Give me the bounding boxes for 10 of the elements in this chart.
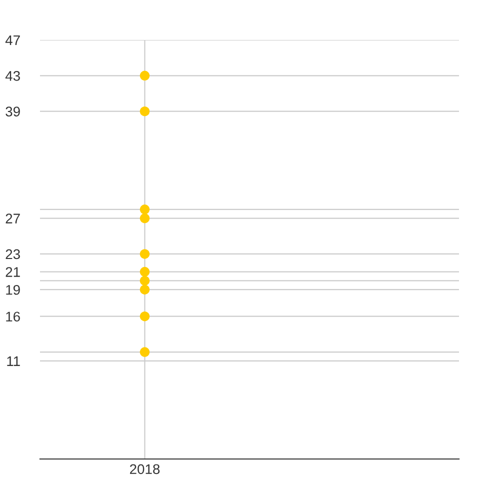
- y-tick-label: 11: [7, 356, 20, 366]
- y-tick-label: 23: [6, 249, 20, 260]
- y-tick-label: 27: [6, 214, 20, 224]
- y-tick-label: 16: [6, 312, 20, 322]
- y-tick-label: 39: [6, 106, 20, 116]
- y-tick-label: 43: [5, 70, 20, 81]
- y-tick-label: 19: [6, 284, 20, 295]
- y-tick-label: 21: [6, 267, 20, 277]
- x-tick-label: 2018: [130, 464, 160, 474]
- y-tick-label: 47: [5, 35, 20, 46]
